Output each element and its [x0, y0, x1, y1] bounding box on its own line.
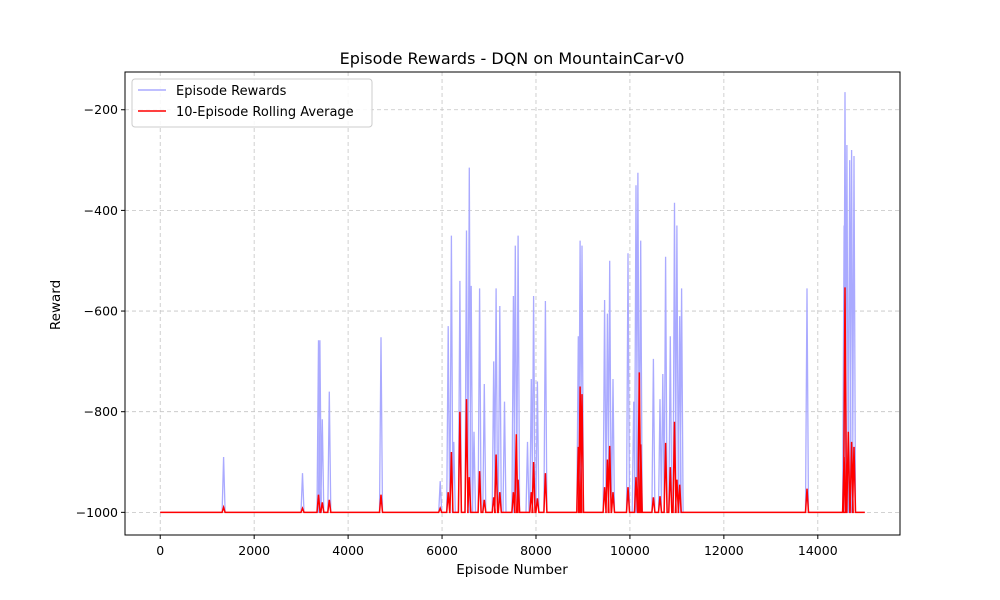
x-tick-label: 12000 [704, 543, 744, 558]
x-tick-label: 8000 [520, 543, 552, 558]
y-tick-label: −200 [84, 102, 118, 117]
x-tick-label: 4000 [332, 543, 364, 558]
x-axis-label: Episode Number [456, 562, 568, 578]
y-tick-label: −400 [84, 203, 118, 218]
series-lines [160, 92, 865, 514]
y-axis: −1000 −800 −600 −400 −200 [76, 102, 125, 520]
x-tick-label: 6000 [426, 543, 458, 558]
x-tick-label: 0 [156, 543, 164, 558]
legend-label-episode-rewards: Episode Rewards [176, 84, 287, 99]
series-rolling-average [160, 287, 865, 514]
x-tick-label: 14000 [798, 543, 838, 558]
y-tick-label: −1000 [76, 505, 118, 520]
y-tick-label: −600 [84, 304, 118, 319]
legend-frame [131, 78, 373, 128]
x-axis: 0 2000 4000 6000 8000 10000 12000 14000 [156, 535, 838, 558]
series-episode-rewards [160, 92, 865, 514]
legend-label-rolling-average: 10-Episode Rolling Average [176, 105, 354, 120]
plot-frame [124, 71, 901, 536]
legend: Episode Rewards 10-Episode Rolling Avera… [131, 78, 373, 128]
x-tick-label: 10000 [610, 543, 650, 558]
x-tick-label: 2000 [238, 543, 270, 558]
y-axis-label: Reward [48, 280, 64, 330]
y-tick-label: −800 [84, 404, 118, 419]
chart-title: Episode Rewards - DQN on MountainCar-v0 [340, 49, 685, 68]
